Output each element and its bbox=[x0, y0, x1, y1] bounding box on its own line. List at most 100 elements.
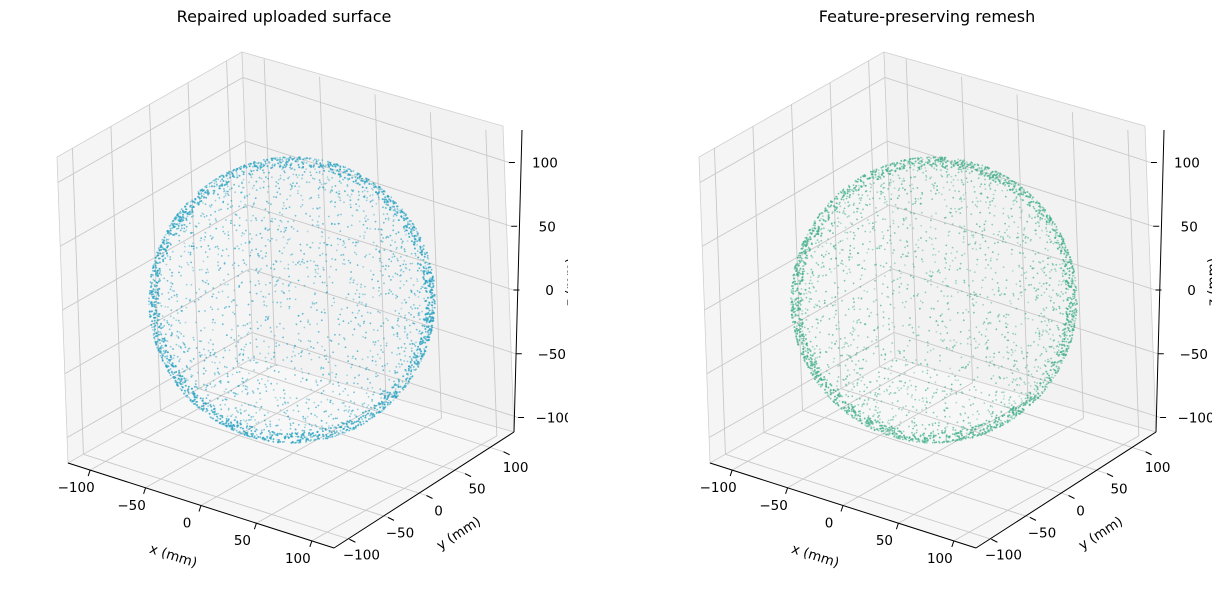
data-point bbox=[934, 237, 937, 240]
data-point bbox=[939, 354, 941, 357]
data-point bbox=[371, 205, 374, 208]
data-point bbox=[289, 424, 292, 427]
data-point bbox=[320, 311, 323, 314]
data-point bbox=[804, 282, 807, 285]
data-point bbox=[400, 346, 403, 349]
data-point bbox=[368, 418, 370, 421]
data-point bbox=[965, 170, 967, 173]
data-point bbox=[412, 366, 415, 368]
data-point bbox=[349, 278, 352, 281]
data-point bbox=[389, 391, 391, 394]
data-point bbox=[289, 183, 292, 186]
data-point bbox=[262, 186, 265, 189]
data-point bbox=[879, 384, 881, 386]
data-point bbox=[235, 416, 237, 418]
data-point bbox=[1050, 376, 1053, 379]
data-point bbox=[1012, 378, 1015, 381]
data-point bbox=[880, 193, 882, 195]
data-point bbox=[277, 228, 279, 231]
data-point bbox=[844, 337, 846, 339]
data-point bbox=[987, 207, 990, 209]
data-point bbox=[1075, 314, 1077, 317]
data-point bbox=[898, 269, 901, 272]
data-point bbox=[227, 407, 230, 410]
data-point bbox=[362, 412, 365, 414]
data-point bbox=[227, 418, 230, 421]
data-point bbox=[428, 266, 431, 269]
data-point bbox=[169, 268, 171, 271]
data-point bbox=[326, 437, 329, 440]
data-point bbox=[844, 290, 847, 292]
data-point bbox=[248, 172, 251, 175]
data-point bbox=[238, 217, 241, 219]
data-point bbox=[326, 336, 329, 338]
data-point bbox=[392, 219, 395, 221]
data-point bbox=[858, 187, 861, 189]
y-axis-line bbox=[975, 431, 1157, 549]
data-point bbox=[347, 293, 350, 296]
y-tick-mark bbox=[1068, 495, 1075, 499]
data-point bbox=[348, 177, 351, 180]
data-point bbox=[185, 283, 188, 286]
data-point bbox=[347, 360, 350, 362]
data-point bbox=[428, 315, 431, 318]
data-point bbox=[271, 220, 274, 223]
data-point bbox=[257, 161, 260, 164]
data-point bbox=[956, 421, 959, 424]
data-point bbox=[814, 224, 816, 227]
data-point bbox=[181, 375, 184, 378]
data-point bbox=[818, 348, 821, 351]
data-point bbox=[396, 335, 399, 338]
data-point bbox=[228, 170, 230, 173]
data-point bbox=[236, 176, 239, 179]
data-point bbox=[230, 187, 233, 190]
data-point bbox=[391, 205, 394, 208]
data-point bbox=[286, 242, 289, 245]
data-point bbox=[160, 248, 162, 251]
data-point bbox=[361, 301, 363, 304]
data-point bbox=[328, 276, 331, 278]
data-point bbox=[207, 244, 210, 247]
data-point bbox=[386, 235, 388, 238]
data-point bbox=[392, 224, 395, 227]
data-point bbox=[204, 369, 207, 372]
data-point bbox=[202, 202, 204, 204]
data-point bbox=[161, 357, 164, 360]
data-point bbox=[234, 357, 237, 360]
data-point bbox=[322, 433, 324, 436]
data-point bbox=[371, 355, 374, 358]
data-point bbox=[206, 268, 209, 271]
data-point bbox=[982, 303, 984, 306]
data-point bbox=[352, 241, 354, 244]
data-point bbox=[155, 261, 158, 264]
data-point bbox=[186, 261, 189, 264]
data-point bbox=[240, 432, 243, 435]
data-point bbox=[1030, 238, 1032, 241]
data-point bbox=[916, 429, 918, 432]
data-point bbox=[866, 204, 869, 207]
data-point bbox=[978, 167, 981, 170]
data-point bbox=[1014, 333, 1017, 336]
data-point bbox=[193, 339, 195, 341]
data-point bbox=[423, 258, 425, 261]
data-point bbox=[274, 259, 277, 262]
data-point bbox=[430, 289, 432, 292]
data-point bbox=[404, 331, 406, 333]
data-point bbox=[384, 217, 387, 220]
data-point bbox=[255, 437, 258, 440]
data-point bbox=[396, 332, 399, 334]
data-point bbox=[217, 417, 220, 420]
data-point bbox=[350, 170, 353, 173]
data-point bbox=[403, 316, 406, 319]
data-point bbox=[207, 394, 209, 396]
data-point bbox=[1050, 320, 1053, 322]
data-point bbox=[285, 412, 287, 415]
data-point bbox=[153, 337, 156, 340]
data-point bbox=[900, 380, 903, 383]
data-point bbox=[339, 429, 342, 432]
data-point bbox=[408, 269, 411, 271]
data-point bbox=[178, 331, 181, 333]
data-point bbox=[351, 363, 353, 366]
data-point bbox=[183, 230, 186, 233]
y-tick-label: −100 bbox=[343, 547, 380, 563]
